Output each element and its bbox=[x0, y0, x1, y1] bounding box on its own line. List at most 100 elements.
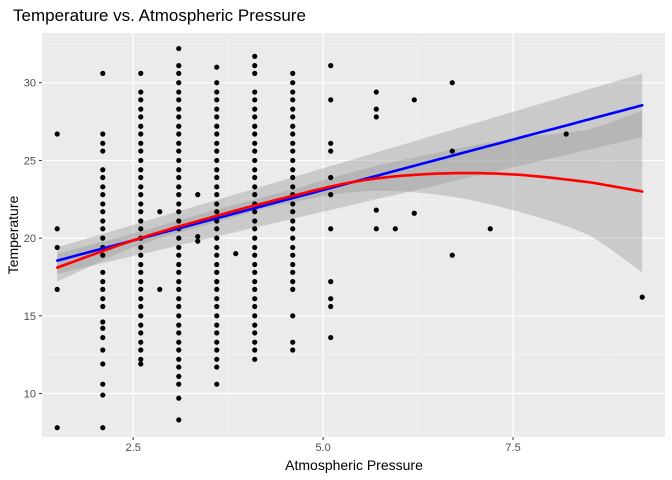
data-point bbox=[214, 167, 220, 173]
data-point bbox=[54, 286, 60, 292]
data-point bbox=[290, 70, 296, 76]
x-tick-label: 7.5 bbox=[505, 442, 520, 454]
data-point bbox=[290, 201, 296, 207]
data-point bbox=[252, 226, 258, 232]
data-point bbox=[176, 296, 182, 302]
data-point bbox=[214, 114, 220, 120]
data-point bbox=[392, 226, 398, 232]
data-point bbox=[176, 45, 182, 52]
data-point bbox=[138, 174, 144, 181]
data-point bbox=[138, 167, 144, 173]
data-point bbox=[214, 148, 220, 154]
y-tick-label: 10 bbox=[24, 388, 36, 400]
data-point bbox=[100, 334, 106, 341]
data-point bbox=[290, 148, 296, 154]
data-point bbox=[100, 319, 106, 325]
data-point bbox=[290, 106, 296, 112]
data-point bbox=[138, 261, 144, 268]
data-point bbox=[290, 209, 296, 215]
data-point bbox=[100, 381, 106, 387]
data-point bbox=[176, 322, 182, 328]
data-point bbox=[252, 347, 258, 353]
data-point bbox=[214, 286, 220, 292]
data-point bbox=[214, 106, 220, 112]
data-point bbox=[252, 70, 258, 76]
data-point bbox=[252, 313, 258, 319]
data-point bbox=[100, 218, 106, 224]
grid bbox=[42, 33, 665, 437]
data-point bbox=[214, 89, 220, 95]
data-point bbox=[290, 114, 296, 120]
fit-lines bbox=[55, 104, 644, 269]
data-point bbox=[138, 123, 144, 129]
data-point bbox=[252, 261, 258, 268]
data-point bbox=[138, 209, 144, 215]
data-point bbox=[328, 279, 334, 285]
data-point bbox=[290, 235, 296, 241]
y-axis-title: Temperature bbox=[5, 195, 21, 274]
data-point bbox=[100, 303, 106, 310]
data-point bbox=[100, 392, 106, 398]
data-point bbox=[176, 80, 182, 86]
data-point bbox=[214, 157, 220, 164]
data-point bbox=[449, 80, 455, 86]
data-point bbox=[138, 106, 144, 112]
data-point bbox=[214, 140, 220, 146]
data-point bbox=[138, 218, 144, 224]
confidence-bands bbox=[57, 73, 643, 282]
data-point bbox=[252, 339, 258, 345]
data-point bbox=[138, 97, 144, 103]
data-point bbox=[328, 334, 334, 341]
data-point bbox=[328, 174, 334, 181]
data-point bbox=[100, 226, 106, 232]
data-point bbox=[252, 63, 258, 69]
data-point bbox=[138, 140, 144, 146]
data-point bbox=[176, 114, 182, 120]
smooth-fit-line bbox=[55, 171, 644, 269]
data-point bbox=[290, 244, 296, 251]
data-point bbox=[176, 347, 182, 353]
data-point bbox=[252, 286, 258, 292]
data-point bbox=[563, 131, 569, 137]
data-point bbox=[138, 296, 144, 302]
data-point bbox=[176, 184, 182, 190]
data-point bbox=[411, 97, 417, 103]
data-point bbox=[100, 235, 106, 241]
data-point bbox=[176, 157, 182, 164]
data-point bbox=[233, 251, 239, 257]
data-point bbox=[138, 184, 144, 190]
data-point bbox=[252, 184, 258, 190]
data-point bbox=[176, 269, 182, 275]
data-point bbox=[639, 294, 645, 300]
y-tick-label: 25 bbox=[24, 155, 36, 167]
y-tick-label: 15 bbox=[24, 311, 36, 323]
data-point bbox=[214, 330, 220, 336]
data-point bbox=[214, 209, 220, 215]
data-point bbox=[138, 269, 144, 275]
data-point bbox=[328, 303, 334, 310]
data-point bbox=[449, 252, 455, 258]
data-point bbox=[214, 97, 220, 103]
data-point bbox=[290, 252, 296, 258]
data-point bbox=[214, 174, 220, 181]
data-point bbox=[252, 123, 258, 129]
data-point bbox=[100, 140, 106, 146]
data-point bbox=[176, 235, 182, 241]
data-point bbox=[176, 63, 182, 69]
data-point bbox=[373, 207, 379, 213]
x-axis-title: Atmospheric Pressure bbox=[285, 457, 423, 473]
data-point bbox=[138, 279, 144, 285]
data-point bbox=[100, 252, 106, 258]
data-point bbox=[138, 361, 144, 367]
data-point bbox=[290, 218, 296, 224]
data-point bbox=[328, 192, 334, 198]
data-point bbox=[176, 395, 182, 401]
data-point bbox=[290, 140, 296, 146]
data-point bbox=[176, 70, 182, 76]
data-point bbox=[328, 63, 334, 69]
data-point bbox=[214, 226, 220, 232]
data-point bbox=[214, 322, 220, 328]
data-point bbox=[328, 148, 334, 154]
data-point bbox=[176, 373, 182, 379]
